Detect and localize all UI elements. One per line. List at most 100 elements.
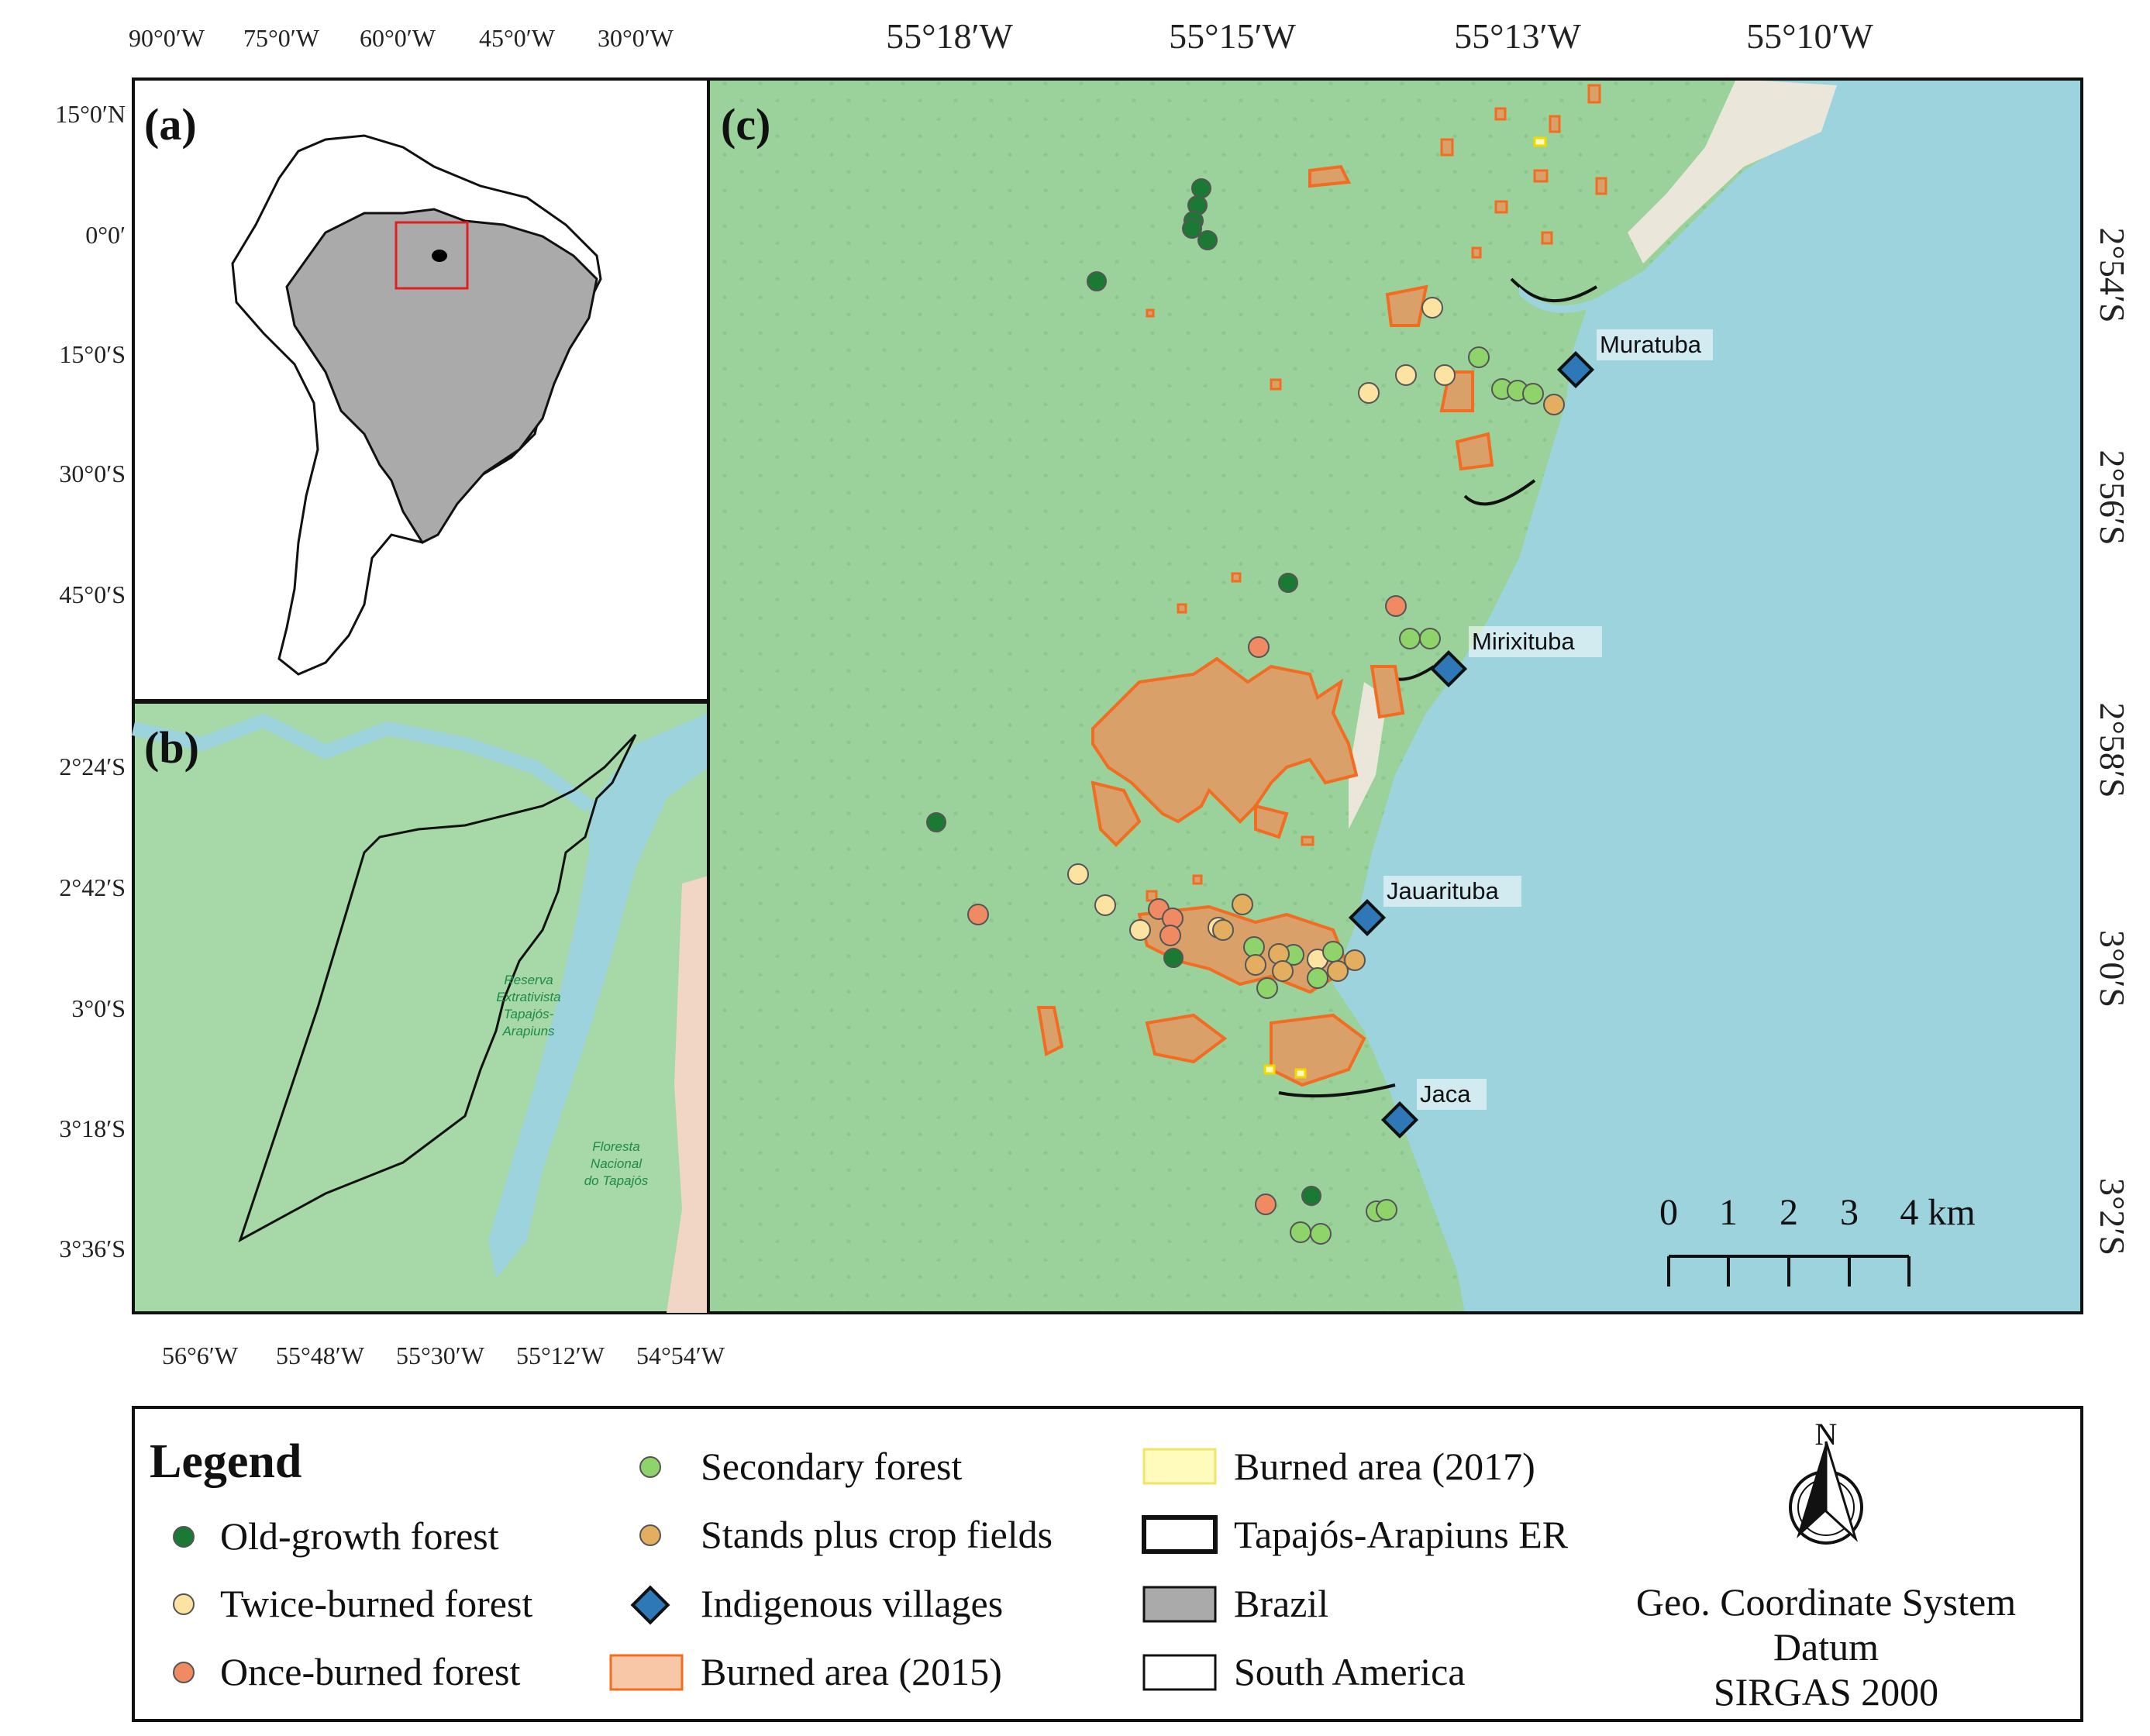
legend-swatch-burn-2017 [1142,1448,1217,1485]
tick-label: 3°0′S [2093,930,2132,1008]
scale-label: 1 [1719,1192,1738,1233]
tick-label: 3°18′S [59,1114,126,1142]
tick-label: 55°10′W [1746,16,1873,56]
village-diamond [1429,649,1468,688]
legend-label: Secondary forest [701,1445,962,1488]
tick-label: 2°56′S [2093,450,2132,545]
legend: Legend Old-growth forest Twice-burned fo… [132,1406,2083,1722]
panel-b-label: (b) [144,722,199,773]
legend-label: Old-growth forest [220,1514,499,1558]
burn-2015-main [1091,656,1359,824]
tick-label: 55°18′W [886,16,1013,56]
legend-swatch-secondary [639,1456,661,1478]
point-old-growth [1191,178,1211,198]
point-stands-crops [1245,954,1266,976]
tick-label: 2°24′S [59,753,126,780]
point-secondary [1522,383,1544,405]
point-stands-crops [1272,960,1294,982]
tick-label: 0°0′ [85,221,126,249]
reserve-polygon [238,733,637,1243]
tick-label: 45°0′S [59,580,126,608]
legend-label: Brazil [1234,1582,1328,1625]
scale-label: 2 [1780,1192,1798,1233]
tick-label: 30°0′S [59,460,126,487]
tick-label: 60°0′W [360,24,436,52]
legend-label: Indigenous villages [701,1582,1003,1625]
tick-label: 15°0′S [59,340,126,368]
point-secondary [1307,967,1328,989]
tick-label: 3°36′S [59,1235,126,1262]
panel-c-label: (c) [721,99,770,150]
village-diamond [1556,350,1595,389]
point-secondary [1399,628,1421,649]
tick-label: 45°0′W [479,24,556,52]
tick-label: 55°30′W [396,1342,485,1369]
village-label: Muratuba [1600,331,1702,358]
point-stands-crops [1543,394,1565,415]
legend-swatch-once-burned [173,1662,195,1683]
point-once-burned [1255,1194,1277,1215]
study-area-box [395,221,469,290]
point-once-burned [1159,925,1181,946]
panel-a-lon-ticks: 90°0′W 75°0′W 60°0′W 45°0′W 30°0′W [129,24,674,52]
point-old-growth [1163,948,1184,968]
point-once-burned [1385,595,1407,617]
point-old-growth [1301,1186,1321,1206]
map-label: Arapiuns [501,1024,555,1038]
tick-label: 2°58′S [2093,702,2132,797]
crs-line: Datum [1773,1625,1879,1669]
point-secondary [1376,1199,1397,1221]
crs-line: SIRGAS 2000 [1714,1670,1938,1714]
panel-b: Reserva Extrativista Tapajós- Arapiuns F… [59,701,725,1369]
tick-label: 75°0′W [243,24,320,52]
village-label: Jaca [1420,1080,1471,1107]
point-old-growth [1182,219,1202,239]
scale-label: 0 [1659,1192,1678,1233]
panel-a-lat-ticks: 15°0′N 0°0′ 15°0′S 30°0′S 45°0′S [55,100,126,608]
tick-label: 30°0′W [598,24,674,52]
north-label: N [1815,1417,1838,1452]
north-arrow-icon [1789,1441,1863,1545]
point-old-growth [926,812,946,832]
point-old-growth [1197,230,1218,250]
panel-b-lat-ticks: 2°24′S 2°42′S 3°0′S 3°18′S 3°36′S [59,753,126,1262]
panel-a: (a) 90°0′W 75°0′W 60°0′W 45°0′W 30°0′W 1… [55,24,710,702]
river-shape [488,713,708,1279]
legend-label: Stands plus crop fields [701,1513,1053,1556]
panel-c: Muratuba Mirixituba Jauarituba Jaca 0 1 … [707,16,2132,1314]
tick-label: 55°12′W [516,1342,605,1369]
legend-swatch-burn-2015 [609,1654,684,1691]
point-twice-burned [1094,894,1116,916]
tick-label: 2°54′S [2093,227,2132,322]
point-secondary [1310,1223,1332,1245]
legend-swatch-brazil [1142,1586,1217,1623]
legend-label: Burned area (2017) [1234,1445,1535,1488]
tick-label: 2°42′S [59,873,126,901]
point-stands-crops [1344,949,1366,971]
tick-label: 55°48′W [276,1342,365,1369]
village-diamond [1348,898,1387,937]
point-old-growth [1087,271,1107,291]
legend-swatch-village [630,1585,670,1625]
legend-swatch-twice-burned [173,1593,195,1615]
map-label: Tapajós- [504,1007,554,1021]
point-once-burned [1248,636,1270,658]
scale-label: 3 [1840,1192,1859,1233]
sample-points [926,178,1565,1245]
legend-swatch-stands-crops [639,1524,661,1546]
tick-label: 3°2′S [2093,1178,2132,1256]
legend-title: Legend [150,1435,301,1488]
legend-swatch-reserve [1142,1515,1218,1554]
map-label: do Tapajós [584,1173,649,1188]
point-stands-crops [1212,919,1234,941]
map-label: Extrativista [496,990,560,1004]
map-label: Floresta [592,1139,639,1154]
point-secondary [1290,1221,1311,1243]
legend-label: Twice-burned forest [220,1582,532,1625]
point-stands-crops [1327,960,1349,982]
tick-label: 15°0′N [55,100,126,128]
scale-bar [1667,1255,1911,1286]
point-secondary [1468,346,1490,368]
villages [1348,350,1595,1139]
point-twice-burned [1395,364,1417,386]
